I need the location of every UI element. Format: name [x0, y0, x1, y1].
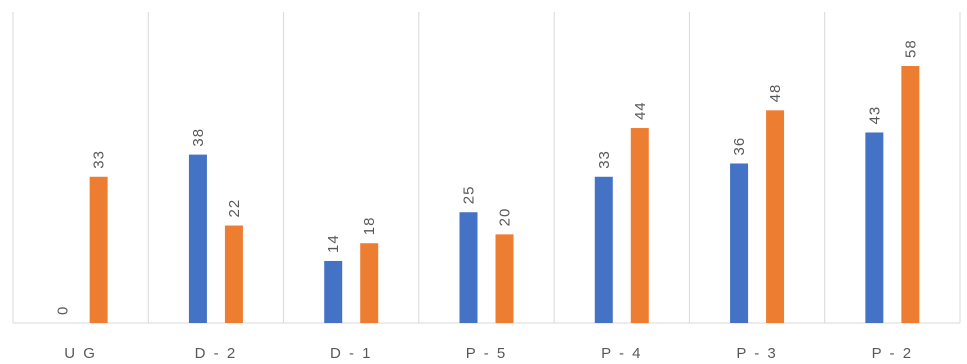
bar-series-1-1: [188, 154, 207, 323]
bar-series-1-2: [324, 260, 343, 323]
bar-series-2-1: [224, 225, 243, 323]
data-label: 33: [596, 150, 613, 169]
x-tick-label: U G: [64, 345, 97, 362]
bar-series-1-5: [730, 163, 749, 323]
x-tick-label: D - 2: [195, 345, 238, 362]
data-label: 0: [55, 306, 72, 315]
data-label: 18: [361, 217, 378, 236]
data-label: 20: [497, 208, 514, 227]
x-tick-label: P - 4: [601, 345, 642, 362]
x-tick-label: P - 5: [466, 345, 507, 362]
bar-series-2-0: [89, 176, 108, 323]
data-label: 48: [767, 84, 784, 103]
bar-series-1-3: [459, 212, 478, 323]
bar-series-2-3: [495, 234, 514, 323]
data-label: 33: [91, 150, 108, 169]
data-label: 38: [190, 128, 207, 147]
x-tick-label: P - 3: [736, 345, 777, 362]
bar-series-2-2: [360, 243, 379, 323]
x-tick-label: P - 2: [872, 345, 913, 362]
data-label: 25: [461, 186, 478, 205]
x-tick-label: D - 1: [330, 345, 373, 362]
bar-series-2-6: [901, 66, 920, 323]
data-label: 43: [866, 106, 883, 125]
bar-series-2-4: [630, 128, 649, 323]
chart-bars: [89, 66, 920, 323]
bar-series-1-4: [594, 176, 613, 323]
data-label: 14: [325, 234, 342, 253]
data-label: 36: [731, 137, 748, 156]
bar-series-1-6: [865, 132, 884, 323]
chart-data-labels: 0 33 38 22 14 18 25 20 33 44 36 48 43 58: [55, 39, 920, 315]
data-label: 58: [902, 39, 919, 58]
chart-x-axis-ticks: U G D - 2 D - 1 P - 5 P - 4 P - 3 P - 2: [64, 345, 913, 362]
data-label: 22: [226, 199, 243, 218]
data-label: 44: [632, 101, 649, 120]
chart-gridlines: [12, 12, 961, 324]
bar-series-2-5: [766, 110, 785, 323]
